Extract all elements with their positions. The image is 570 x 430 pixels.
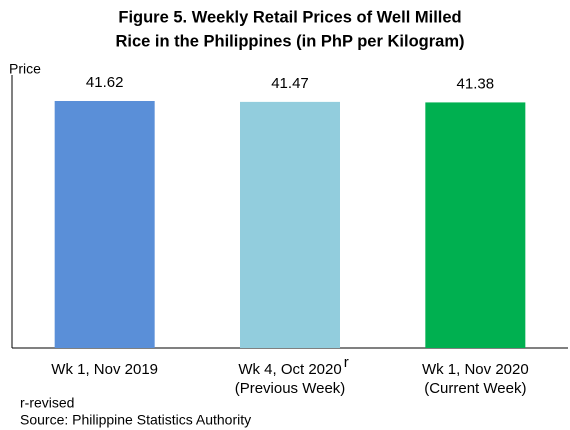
bar — [240, 101, 340, 348]
chart-title: Rice in the Philippines (in PhP per Kilo… — [116, 32, 465, 50]
y-axis-label: Price — [9, 61, 41, 77]
superscript: r — [344, 354, 349, 371]
x-tick-label: Wk 1, Nov 2019 — [51, 361, 158, 378]
x-tick-label: Wk 1, Nov 2020 — [422, 361, 529, 378]
x-tick-label: (Current Week) — [424, 380, 526, 397]
bar — [54, 100, 155, 348]
chart-title: Figure 5. Weekly Retail Prices of Well M… — [118, 8, 461, 26]
value-label: 41.47 — [271, 75, 309, 92]
footnote: r-revised — [20, 395, 74, 411]
footnote: Source: Philippine Statistics Authority — [20, 412, 251, 428]
value-label: 41.38 — [457, 75, 495, 92]
x-tick-label: Wk 4, Oct 2020 — [238, 361, 341, 378]
bar — [425, 102, 526, 348]
x-tick-label: (Previous Week) — [235, 380, 346, 397]
value-label: 41.62 — [86, 74, 124, 91]
